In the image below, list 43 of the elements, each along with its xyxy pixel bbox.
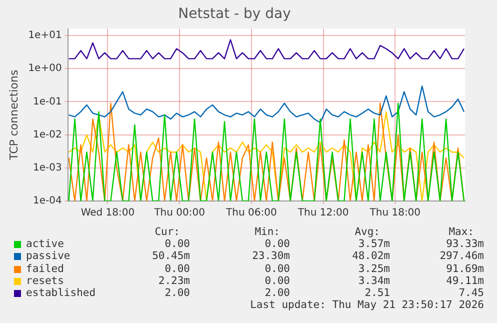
text: 297.46m [440, 250, 484, 262]
text: 2.23m [158, 274, 190, 287]
text: 50.45m [152, 250, 190, 262]
text: 2.00 [264, 287, 290, 299]
x-tick-label: Thu 06:00 [225, 208, 277, 219]
text: Min: [254, 226, 280, 238]
y-tick-label: 1e-03 [32, 162, 62, 174]
text: Last update: Thu May 21 23:50:17 2026 [250, 299, 484, 312]
text: Avg: [354, 226, 380, 238]
text: 23.30m [252, 250, 290, 262]
text: 0.00 [164, 262, 190, 275]
legend-label: active [26, 238, 64, 250]
text: 0.00 [264, 238, 290, 250]
y-tick-label: 1e+00 [28, 63, 62, 74]
text: 2.00 [164, 287, 190, 299]
text: 3.57m [358, 238, 390, 250]
x-tick-label: Thu 12:00 [296, 208, 349, 219]
text: Max: [448, 226, 474, 238]
text: 2.51 [364, 287, 390, 299]
text: 7.45 [458, 287, 484, 299]
text: 0.00 [264, 262, 290, 275]
legend-label: passive [26, 250, 70, 262]
text: 3.25m [358, 262, 390, 275]
text: 48.02m [352, 250, 390, 262]
y-tick-label: 1e-01 [32, 96, 62, 108]
text: 0.00 [164, 238, 190, 250]
y-tick-label: 1e-04 [32, 196, 62, 207]
x-tick-label: Wed 18:00 [80, 208, 135, 219]
y-axis-title: TCP connections [7, 70, 20, 162]
text: 91.69m [446, 262, 484, 275]
text: 3.34m [358, 274, 390, 287]
y-tick-label: 1e-02 [32, 129, 62, 140]
legend-label: established [26, 287, 96, 299]
x-tick-label: Thu 00:00 [153, 208, 205, 219]
legend-label: failed [26, 262, 64, 275]
text: 0.00 [264, 274, 290, 287]
text: 49.11m [446, 274, 484, 287]
chart-title: Netstat - by day [178, 6, 291, 22]
text: Cur: [154, 226, 180, 238]
legend-label: resets [26, 274, 64, 287]
text: 93.33m [446, 238, 484, 250]
y-tick-label: 1e+01 [28, 30, 62, 42]
x-tick-label: Thu 18:00 [368, 208, 421, 219]
